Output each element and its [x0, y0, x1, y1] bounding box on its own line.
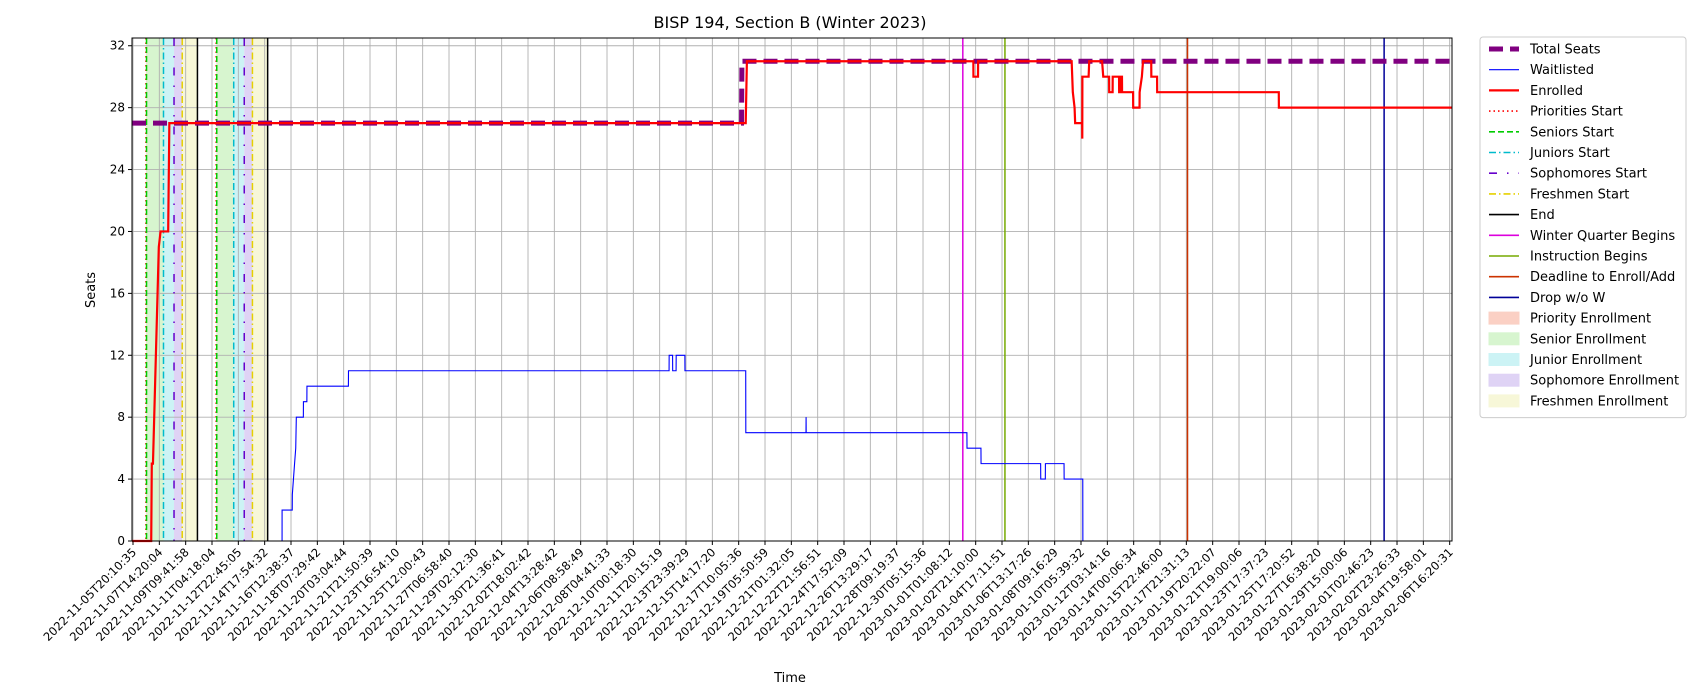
legend-swatch-junior-enrollment — [1488, 353, 1520, 366]
y-tick-label: 0 — [117, 534, 125, 548]
legend-label-priority-enrollment: Priority Enrollment — [1530, 312, 1651, 327]
legend-label-enrolled: Enrolled — [1530, 84, 1583, 99]
series-waitlisted — [132, 354, 1452, 542]
span-priority-enrollment-1 — [216, 38, 217, 541]
legend-label-priorities-start: Priorities Start — [1530, 105, 1623, 120]
span-junior-enrollment-0 — [163, 38, 175, 541]
y-tick-label: 32 — [110, 39, 125, 53]
legend-label-end: End — [1530, 208, 1555, 223]
x-axis-label: Time — [773, 671, 806, 686]
legend-swatch-priority-enrollment — [1488, 311, 1520, 325]
legend-label-sophomores-start: Sophomores Start — [1530, 167, 1647, 182]
legend-swatch-freshmen-enrollment — [1488, 394, 1520, 408]
y-tick-label: 4 — [117, 472, 125, 486]
chart-title: BISP 194, Section B (Winter 2023) — [654, 13, 927, 32]
span-sophomore-enrollment-1 — [244, 38, 253, 541]
y-tick-label: 20 — [110, 224, 125, 238]
y-tick-label: 24 — [110, 163, 125, 177]
span-freshmen-enrollment-0 — [182, 38, 198, 541]
legend-label-deadline-to-enroll-add: Deadline to Enroll/Add — [1530, 270, 1675, 285]
span-junior-enrollment-1 — [233, 38, 245, 541]
y-tick-label: 16 — [110, 286, 125, 300]
y-axis-label: Seats — [84, 272, 99, 308]
legend-label-seniors-start: Seniors Start — [1530, 125, 1614, 140]
legend-label-freshmen-start: Freshmen Start — [1530, 187, 1629, 202]
y-tick-label: 28 — [110, 101, 125, 115]
legend-label-juniors-start: Juniors Start — [1529, 146, 1610, 161]
legend-label-senior-enrollment: Senior Enrollment — [1530, 332, 1646, 347]
legend-label-sophomore-enrollment: Sophomore Enrollment — [1530, 374, 1679, 389]
y-tick-label: 12 — [110, 348, 125, 362]
plot-frame — [131, 37, 1453, 542]
legend-label-waitlisted: Waitlisted — [1530, 63, 1594, 78]
legend-label-total-seats: Total Seats — [1529, 43, 1601, 58]
span-senior-enrollment-1 — [216, 38, 234, 541]
legend-label-drop-w-o-w: Drop w/o W — [1530, 291, 1606, 306]
y-tick-label: 8 — [117, 410, 125, 424]
series-lines — [132, 58, 1452, 543]
legend-swatch-senior-enrollment — [1488, 332, 1520, 346]
legend-label-junior-enrollment: Junior Enrollment — [1529, 353, 1642, 368]
span-sophomore-enrollment-0 — [174, 38, 183, 541]
legend-box — [1479, 36, 1687, 419]
span-priority-enrollment-0 — [145, 38, 147, 541]
legend-label-instruction-begins: Instruction Begins — [1530, 250, 1648, 265]
legend: Total Seats Waitlisted Enrolled Priorities … — [1479, 36, 1687, 419]
series-enrolled — [132, 60, 1452, 543]
legend-label-freshmen-enrollment: Freshmen Enrollment — [1530, 394, 1668, 409]
legend-swatch-sophomore-enrollment — [1488, 373, 1520, 387]
legend-label-winter-quarter-begins: Winter Quarter Begins — [1530, 229, 1675, 244]
grid — [132, 38, 1452, 542]
span-freshmen-enrollment-1 — [252, 38, 268, 541]
span-senior-enrollment-0 — [146, 38, 164, 541]
